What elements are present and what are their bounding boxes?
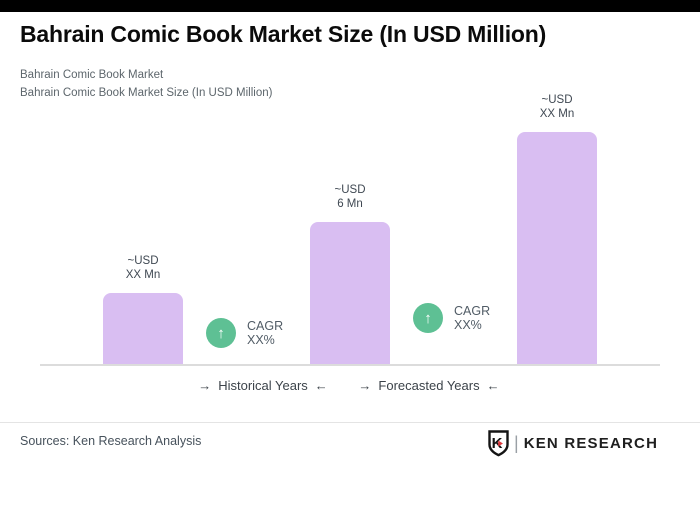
logo-separator: | xyxy=(514,433,519,453)
bar xyxy=(517,132,597,364)
chart-subtitle: Bahrain Comic Book Market Bahrain Comic … xyxy=(20,66,272,102)
bar-slot: ~USD XX Mn xyxy=(517,85,597,364)
logo-wordmark: KEN RESEARCH xyxy=(523,435,659,452)
axis-label-text: Forecasted Years xyxy=(378,378,480,393)
cagr-value: XX% xyxy=(454,318,482,332)
bar-value-line-2: XX Mn xyxy=(539,108,575,120)
bar-value-line-1: ~USD xyxy=(334,184,366,196)
up-arrow-icon: ↑ xyxy=(217,324,225,342)
bar xyxy=(310,222,390,364)
ken-research-logo: K | KEN RESEARCH xyxy=(487,430,658,457)
up-arrow-icon: ↑ xyxy=(424,309,432,327)
left-arrow-icon: ← xyxy=(486,378,500,393)
axis-label-historical: → Historical Years ← xyxy=(198,378,328,393)
sources-text: Sources: Ken Research Analysis xyxy=(20,434,202,448)
cagr-badge: ↑ CAGR XX% xyxy=(206,318,283,348)
bar xyxy=(103,293,183,364)
bar-value-line-2: 6 Mn xyxy=(337,198,363,210)
left-arrow-icon: ← xyxy=(314,378,328,393)
cagr-label: CAGR xyxy=(454,304,491,318)
bar-slot: ~USD 6 Mn xyxy=(310,85,390,364)
page-title: Bahrain Comic Book Market Size (In USD M… xyxy=(20,21,547,47)
cagr-badge-text: CAGR XX% xyxy=(247,319,283,347)
right-arrow-icon: → xyxy=(198,378,212,393)
cagr-badge: ↑ CAGR XX% xyxy=(413,303,490,333)
footer-divider xyxy=(0,422,700,423)
bar-value-label: ~USD XX Mn xyxy=(497,93,617,121)
bar-slot: ~USD XX Mn xyxy=(103,85,183,364)
axis-label-text: Historical Years xyxy=(218,378,308,393)
cagr-badge-text: CAGR XX% xyxy=(454,304,490,332)
bar-value-line-2: XX Mn xyxy=(125,269,161,281)
cagr-badge-circle: ↑ xyxy=(206,318,236,348)
cagr-value: XX% xyxy=(247,333,275,347)
right-arrow-icon: → xyxy=(358,378,372,393)
cagr-badge-circle: ↑ xyxy=(413,303,443,333)
bar-value-label: ~USD XX Mn xyxy=(83,254,203,282)
bar-value-line-1: ~USD xyxy=(127,255,159,267)
cagr-label: CAGR xyxy=(247,319,284,333)
subtitle-line-2: Bahrain Comic Book Market Size (In USD M… xyxy=(20,87,273,99)
top-strip xyxy=(0,0,700,12)
bar-value-label: ~USD 6 Mn xyxy=(290,183,410,211)
bar-chart: ~USD XX Mn ~USD 6 Mn ~USD XX Mn xyxy=(40,85,660,366)
svg-text:K: K xyxy=(492,435,503,452)
subtitle-line-1: Bahrain Comic Book Market xyxy=(20,69,164,81)
axis-label-forecasted: → Forecasted Years ← xyxy=(358,378,499,393)
shield-k-icon: K xyxy=(488,430,509,457)
bar-value-line-1: ~USD xyxy=(541,94,573,106)
